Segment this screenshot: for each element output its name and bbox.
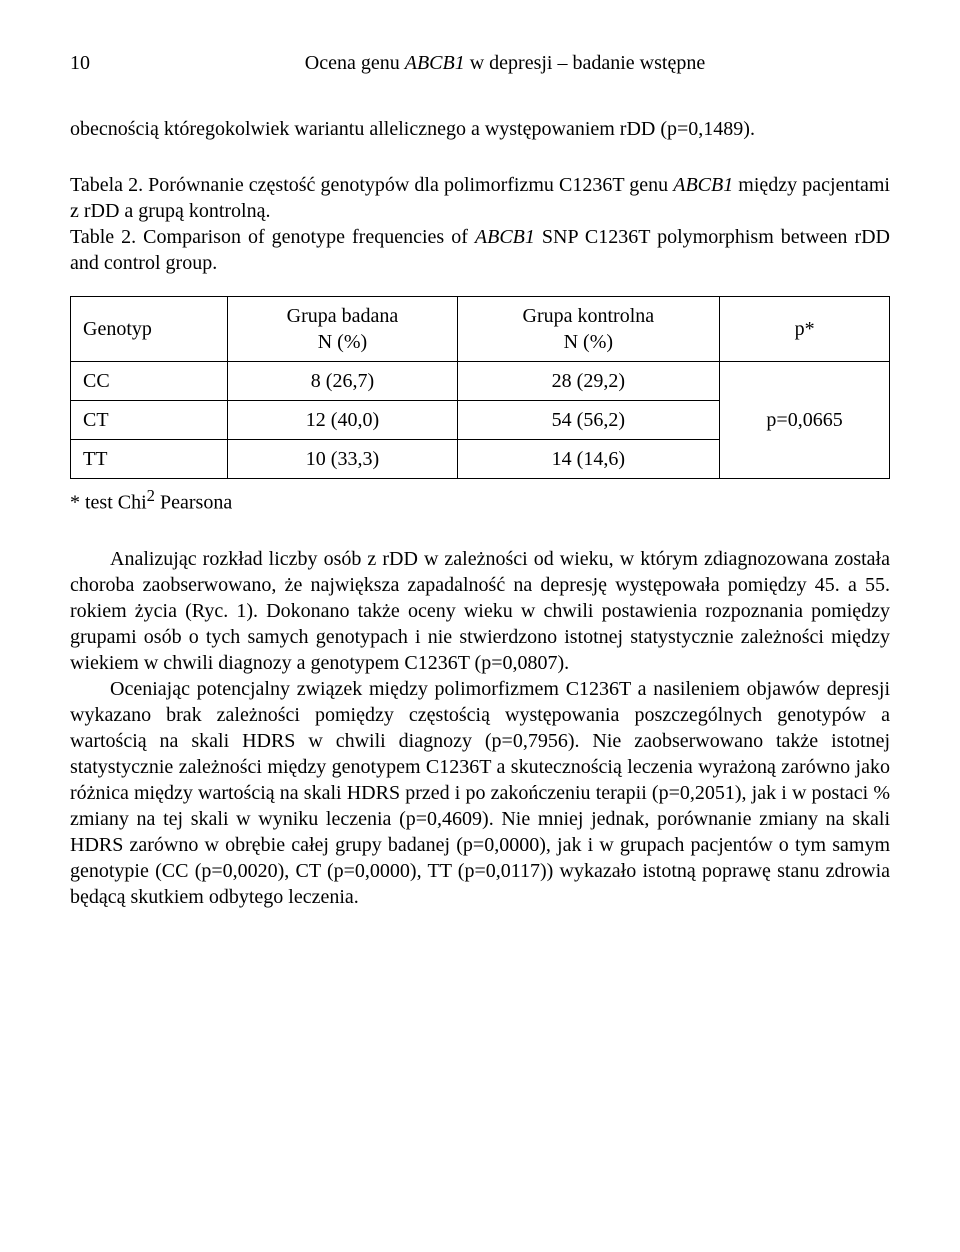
cell-genotyp: CT <box>71 401 228 440</box>
header-badana: Grupa badana N (%) <box>228 297 457 362</box>
header-p: p* <box>720 297 890 362</box>
cell-genotyp: TT <box>71 440 228 479</box>
cell-badana: 10 (33,3) <box>228 440 457 479</box>
caption-en-italic: ABCB1 <box>475 226 535 248</box>
caption-pl-italic: ABCB1 <box>673 174 733 196</box>
footnote-prefix: * test Chi <box>70 492 147 514</box>
cell-kontrolna: 14 (14,6) <box>457 440 720 479</box>
footnote-sup: 2 <box>147 486 155 505</box>
intro-paragraph: obecnością któregokolwiek wariantu allel… <box>70 116 890 142</box>
running-title: Ocena genu ABCB1 w depresji – badanie ws… <box>120 50 890 76</box>
page-header: 10 Ocena genu ABCB1 w depresji – badanie… <box>70 50 890 76</box>
body-paragraph-2: Oceniając potencjalny związek między pol… <box>70 676 890 910</box>
table-header-row: Genotyp Grupa badana N (%) Grupa kontrol… <box>71 297 890 362</box>
running-title-italic: ABCB1 <box>405 52 465 74</box>
table-caption: Tabela 2. Porównanie częstość genotypów … <box>70 172 890 276</box>
running-title-prefix: Ocena genu <box>305 52 405 74</box>
page-number: 10 <box>70 50 120 76</box>
header-kontrolna-line1: Grupa kontrolna <box>523 305 655 327</box>
header-genotyp: Genotyp <box>71 297 228 362</box>
cell-badana: 12 (40,0) <box>228 401 457 440</box>
header-badana-line1: Grupa badana <box>287 305 399 327</box>
running-title-suffix: w depresji – badanie wstępne <box>465 52 705 74</box>
table-footnote: * test Chi2 Pearsona <box>70 485 890 516</box>
cell-badana: 8 (26,7) <box>228 362 457 401</box>
table-row: CC 8 (26,7) 28 (29,2) p=0,0665 <box>71 362 890 401</box>
header-badana-line2: N (%) <box>318 331 367 353</box>
cell-kontrolna: 28 (29,2) <box>457 362 720 401</box>
cell-p-value: p=0,0665 <box>720 362 890 479</box>
caption-pl-prefix: Tabela 2. Porównanie częstość genotypów … <box>70 174 673 196</box>
header-kontrolna: Grupa kontrolna N (%) <box>457 297 720 362</box>
genotype-table: Genotyp Grupa badana N (%) Grupa kontrol… <box>70 296 890 479</box>
caption-en-prefix: Table 2. Comparison of genotype frequenc… <box>70 226 475 248</box>
cell-genotyp: CC <box>71 362 228 401</box>
footnote-suffix: Pearsona <box>155 492 232 514</box>
body-paragraph-1: Analizując rozkład liczby osób z rDD w z… <box>70 546 890 676</box>
header-kontrolna-line2: N (%) <box>564 331 613 353</box>
cell-kontrolna: 54 (56,2) <box>457 401 720 440</box>
